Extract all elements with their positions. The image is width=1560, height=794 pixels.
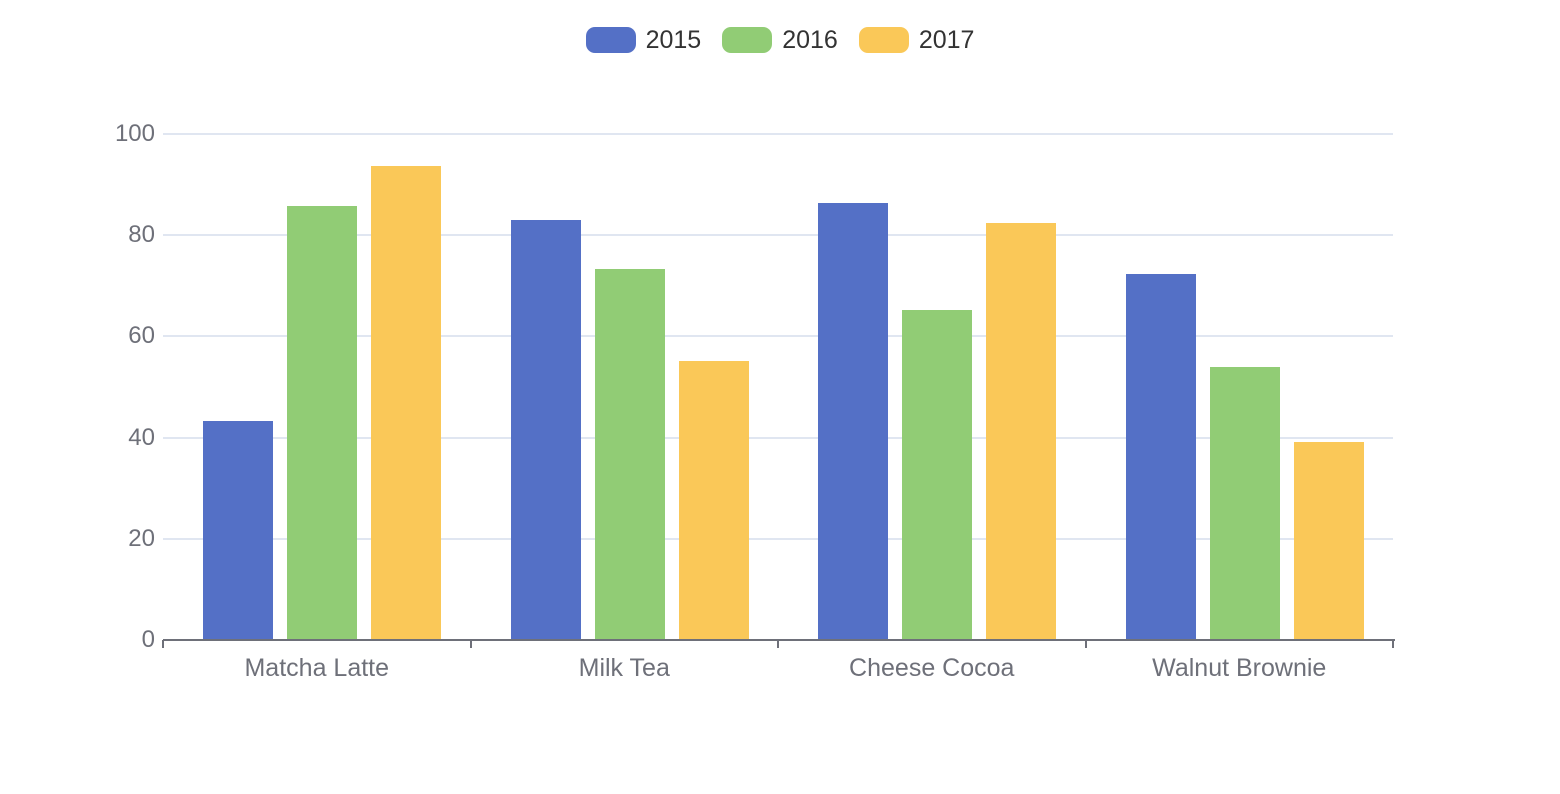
x-axis-tick bbox=[469, 640, 472, 648]
gridline bbox=[163, 436, 1393, 439]
legend-item-2016[interactable]: 2016 bbox=[722, 27, 838, 53]
legend-marker-2016-icon bbox=[722, 27, 773, 53]
y-axis-label: 60 bbox=[128, 322, 155, 350]
gridline bbox=[163, 335, 1393, 338]
bar-2016-cheese-cocoa[interactable] bbox=[902, 310, 972, 640]
y-axis-label: 20 bbox=[128, 524, 155, 552]
y-axis-label: 100 bbox=[114, 120, 155, 147]
y-axis-label: 40 bbox=[128, 423, 155, 451]
x-axis-tick bbox=[1084, 640, 1087, 648]
y-axis-label: 80 bbox=[128, 221, 155, 249]
gridline bbox=[163, 234, 1393, 237]
bar-2016-milk-tea[interactable] bbox=[594, 268, 665, 640]
x-axis-label-walnut-brownie: Walnut Brownie bbox=[1152, 654, 1327, 682]
bar-2015-milk-tea[interactable] bbox=[510, 219, 581, 640]
bar-2016-matcha-latte[interactable] bbox=[287, 205, 357, 640]
legend-label-2017: 2017 bbox=[918, 26, 975, 54]
bar-2017-cheese-cocoa[interactable] bbox=[986, 222, 1056, 640]
bar-2015-matcha-latte[interactable] bbox=[203, 420, 273, 640]
y-axis-label: 0 bbox=[141, 626, 155, 653]
bar-2015-walnut-brownie[interactable] bbox=[1125, 273, 1196, 640]
bar-2016-walnut-brownie[interactable] bbox=[1209, 367, 1280, 640]
x-axis-line bbox=[163, 639, 1395, 641]
x-axis-tick bbox=[162, 640, 164, 648]
legend-marker-2017-icon bbox=[858, 27, 909, 53]
legend-label-2016: 2016 bbox=[782, 26, 838, 54]
x-axis-label-milk-tea: Milk Tea bbox=[578, 654, 670, 682]
legend: 2015 2016 2017 bbox=[0, 27, 1560, 53]
bar-2017-walnut-brownie[interactable] bbox=[1293, 442, 1364, 640]
legend-marker-2015-icon bbox=[585, 27, 636, 53]
x-axis-label-cheese-cocoa: Cheese Cocoa bbox=[849, 654, 1015, 682]
legend-item-2017[interactable]: 2017 bbox=[858, 26, 975, 54]
bar-2015-cheese-cocoa[interactable] bbox=[818, 202, 888, 640]
legend-item-2015[interactable]: 2015 bbox=[585, 26, 702, 54]
gridline bbox=[163, 537, 1393, 540]
legend-label-2015: 2015 bbox=[645, 26, 702, 54]
gridline bbox=[163, 133, 1393, 135]
bar-2017-milk-tea[interactable] bbox=[678, 361, 749, 640]
bar-2017-matcha-latte[interactable] bbox=[371, 165, 441, 640]
x-axis-tick bbox=[1392, 640, 1394, 648]
x-axis-label-matcha-latte: Matcha Latte bbox=[244, 654, 390, 682]
x-axis-tick bbox=[777, 640, 779, 648]
